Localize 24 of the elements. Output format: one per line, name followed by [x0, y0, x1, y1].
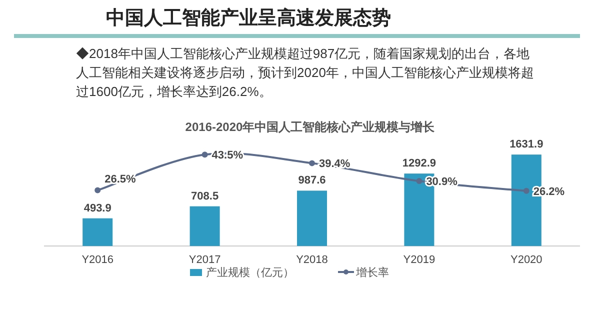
bar	[297, 190, 327, 246]
x-tick-label: Y2019	[403, 254, 436, 266]
data-label: 493.9	[84, 202, 112, 214]
point	[416, 178, 422, 184]
data-label: 708.5	[191, 190, 219, 202]
point	[309, 160, 315, 166]
x-tick-label: Y2020	[510, 254, 542, 266]
x-tick-label: Y2016	[82, 254, 114, 266]
text: ◆2018年中国人工智能核心产业规模超过987亿元，随着国家规划的出台，各地人工智能相关建设将逐步启动，预计到2020年，中国人工智能核心产业规模将超过1600亿元，增长率达到26.2%。	[76, 45, 535, 101]
x-tick-label: Y2017	[188, 254, 221, 266]
data-label: 1292.9	[402, 158, 436, 170]
point	[202, 152, 208, 158]
x-tick-label: Y2018	[296, 254, 328, 266]
legend-label: 增长率	[355, 266, 389, 279]
point	[523, 188, 530, 194]
point	[94, 187, 101, 194]
data-label: 1631.9	[510, 138, 544, 151]
data-label: 987.6	[298, 174, 326, 187]
legend-label: 产业规模（亿元）	[206, 266, 294, 279]
bar	[82, 218, 113, 246]
chart-title: 中国人工智能产业呈高速发展态势	[106, 6, 391, 31]
chart-subtitle: 2016-2020年中国人工智能核心产业规模与增长	[185, 120, 436, 134]
bar	[190, 206, 220, 246]
data-label: 30.9%	[426, 176, 458, 188]
